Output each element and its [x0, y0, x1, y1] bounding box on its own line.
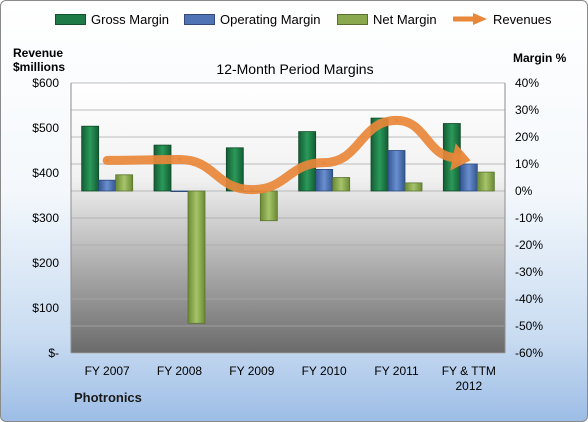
right-axis-tick-label: -50%	[515, 319, 543, 333]
right-axis-tick-label: 20%	[515, 130, 539, 144]
bar-net-margin	[332, 177, 351, 192]
bar-operating-margin	[315, 168, 334, 192]
legend-revenues: Revenues	[453, 11, 552, 27]
bar-net-margin	[259, 190, 278, 222]
plot-area: $600 $500 $400 $300 $200 $100 $- 40% 30% 20% 10% 0…	[32, 76, 543, 393]
bar-net-margin	[187, 190, 206, 324]
revenue-point	[178, 158, 181, 161]
chart-title: 12-Month Period Margins	[216, 61, 374, 77]
legend-label-gross-margin: Gross Margin	[91, 11, 170, 27]
revenue-point	[395, 118, 398, 122]
company-label: Photronics	[74, 390, 142, 405]
legend-swatch-net-margin	[337, 13, 368, 25]
left-axis-tick-label: $600	[32, 76, 59, 90]
left-axis-tick-label: $100	[32, 301, 59, 315]
left-axis-label-line1: Revenue	[13, 46, 64, 60]
x-axis-tick-label: 2012	[455, 379, 482, 393]
bar-operating-margin	[98, 179, 117, 192]
left-axis-label: Revenue $millions	[13, 46, 65, 74]
legend-label-revenues: Revenues	[493, 11, 552, 27]
right-axis-tick-label: 10%	[515, 157, 539, 171]
left-axis-tick-label: $500	[32, 121, 59, 135]
left-axis-tick-label: $300	[32, 211, 59, 225]
legend-swatch-operating-margin	[184, 13, 215, 25]
bar-gross-margin	[153, 144, 172, 192]
right-axis-tick-label: 30%	[515, 103, 539, 117]
revenue-arrowhead	[450, 143, 471, 171]
x-axis-tick-label: FY & TTM	[442, 364, 496, 378]
left-axis-tick-label: $400	[32, 166, 59, 180]
legend-swatch-gross-margin	[55, 13, 86, 25]
revenue-line	[102, 115, 471, 195]
x-axis-tick-label: FY 2011	[374, 364, 419, 378]
x-axis-ticks: FY 2007 FY 2008 FY 2009 FY 2010 FY 2011 FY & …	[85, 364, 496, 393]
legend-net-margin: Net Margin	[337, 11, 437, 27]
left-axis-label-line2: $millions	[13, 60, 66, 74]
legend-operating-margin: Operating Margin	[184, 11, 320, 27]
bar-operating-margin	[170, 190, 189, 193]
right-axis-tick-label: -20%	[515, 238, 543, 252]
legend-swatch-revenues	[453, 13, 487, 25]
x-axis-tick-label: FY 2010	[302, 364, 347, 378]
right-axis-tick-label: -60%	[515, 346, 543, 360]
right-axis-tick-label: -40%	[515, 292, 543, 306]
right-axis-tick-label: 0%	[515, 184, 533, 198]
right-axis-ticks: 40% 30% 20% 10% 0% -10% -20% -30% -40% -50% -60%	[515, 76, 543, 360]
right-axis-label: Margin %	[513, 51, 567, 65]
right-axis-tick-label: -30%	[515, 265, 543, 279]
right-axis-tick-label: 40%	[515, 76, 539, 90]
bar-net-margin	[115, 174, 134, 192]
bar-gross-margin	[81, 125, 100, 192]
legend-label-net-margin: Net Margin	[373, 11, 437, 27]
revenue-point	[250, 188, 254, 192]
right-axis-tick-label: -10%	[515, 211, 543, 225]
x-axis-tick-label: FY 2009	[229, 364, 274, 378]
bar-net-margin	[404, 182, 423, 192]
bar-net-margin	[476, 171, 495, 192]
left-axis-ticks: $600 $500 $400 $300 $200 $100 $-	[32, 76, 59, 360]
bar-operating-margin	[387, 150, 406, 192]
legend-label-operating-margin: Operating Margin	[220, 11, 321, 27]
bar-operating-margin	[459, 163, 478, 192]
revenue-point	[105, 158, 109, 162]
legend-gross-margin: Gross Margin	[55, 11, 169, 27]
left-axis-tick-label: $-	[48, 346, 59, 360]
x-axis-tick-label: FY 2008	[157, 364, 202, 378]
left-axis-tick-label: $200	[32, 256, 59, 270]
x-axis-tick-label: FY 2007	[85, 364, 130, 378]
revenue-point	[322, 161, 326, 165]
